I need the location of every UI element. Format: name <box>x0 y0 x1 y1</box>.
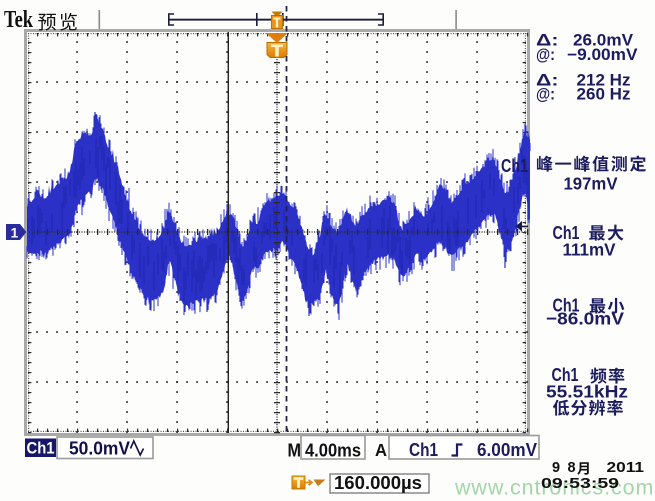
svg-text:4.00ms: 4.00ms <box>305 440 361 461</box>
svg-text:8: 8 <box>568 460 576 476</box>
svg-text:197mV: 197mV <box>564 174 618 194</box>
svg-text:Ch1: Ch1 <box>552 365 579 385</box>
svg-text:Tek: Tek <box>4 7 33 33</box>
svg-text:2011: 2011 <box>607 460 645 476</box>
svg-text:Ch1: Ch1 <box>501 156 528 176</box>
svg-text:Δ:: Δ: <box>536 32 559 50</box>
svg-text:1: 1 <box>11 225 19 241</box>
svg-text:A: A <box>375 440 387 460</box>
svg-text:111mV: 111mV <box>563 240 616 260</box>
svg-text:Δ:: Δ: <box>536 72 559 90</box>
svg-text:−9.00mV: −9.00mV <box>567 46 638 64</box>
svg-text:Ch1: Ch1 <box>409 440 438 460</box>
svg-text:26.0mV: 26.0mV <box>573 32 633 50</box>
svg-text:212 Hz: 212 Hz <box>577 72 631 90</box>
svg-text:160.000µs: 160.000µs <box>334 472 422 493</box>
svg-text:www.cntronics.com: www.cntronics.com <box>454 476 654 500</box>
svg-text:@:: @: <box>536 86 555 104</box>
svg-text:@:: @: <box>536 46 555 64</box>
svg-text:09:53:59: 09:53:59 <box>541 476 619 492</box>
svg-text:Ch1: Ch1 <box>553 223 580 243</box>
svg-text:50.0mV: 50.0mV <box>69 439 130 459</box>
svg-text:55.51kHz: 55.51kHz <box>546 382 628 402</box>
svg-text:−86.0mV: −86.0mV <box>546 309 624 329</box>
svg-text:Ch1: Ch1 <box>27 439 55 458</box>
svg-text:Ch1: Ch1 <box>553 296 580 316</box>
svg-text:9: 9 <box>552 460 560 476</box>
svg-text:260 Hz: 260 Hz <box>577 86 631 104</box>
svg-text:M: M <box>288 440 302 461</box>
svg-text:6.00mV: 6.00mV <box>477 440 537 460</box>
